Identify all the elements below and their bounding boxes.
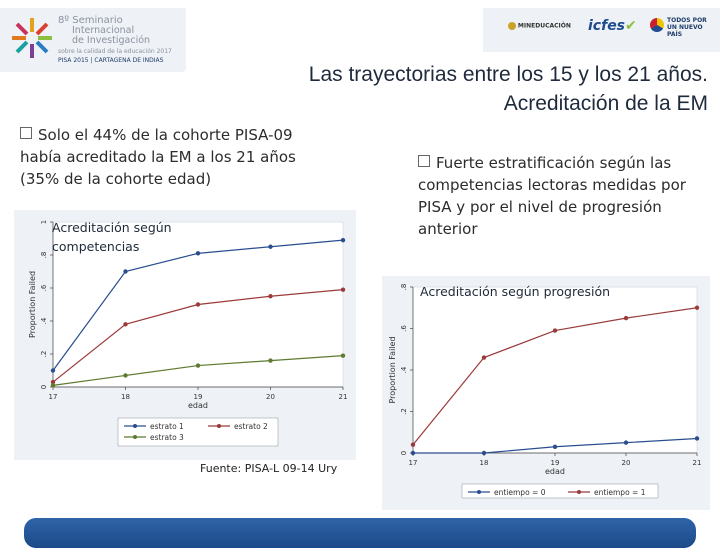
y-tick-label: .4 xyxy=(400,366,408,373)
seminar-starburst-icon xyxy=(12,18,52,58)
y-tick-label: .8 xyxy=(400,284,408,291)
x-axis-label: edad xyxy=(188,401,208,410)
x-tick-label: 20 xyxy=(266,393,275,401)
data-point xyxy=(340,353,346,358)
data-point xyxy=(623,440,629,445)
data-point xyxy=(552,328,558,333)
chart-competencias: 0 .2 .4 .6 .8 1 17 18 19 20 21 edad Proportion Faile… xyxy=(14,210,356,460)
y-tick-label: 1 xyxy=(40,220,48,224)
logo-line-2: Internacional xyxy=(72,25,135,36)
bullet-square-icon xyxy=(418,155,430,167)
logo-sub: PISA 2015 | CARTAGENA DE INDIAS xyxy=(58,57,164,64)
nuevo-pais-logo: TODOS POR UN NUEVO PAÍS xyxy=(650,16,716,46)
bullet-left: Solo el 44% de la cohorte PISA-09 había … xyxy=(20,124,320,190)
data-point xyxy=(694,305,700,310)
legend-marker xyxy=(133,435,137,439)
data-point xyxy=(50,383,56,388)
y-tick-label: 0 xyxy=(40,385,48,389)
mineducacion-logo: MINEDUCACIÓN xyxy=(508,22,578,38)
legend-marker xyxy=(133,424,137,428)
logo-line-4: sobre la calidad de la educación 2017 xyxy=(58,48,172,55)
data-point xyxy=(123,322,128,327)
data-point xyxy=(552,444,558,449)
legend-marker xyxy=(577,490,581,494)
data-point xyxy=(50,379,56,385)
legend-marker xyxy=(217,424,221,428)
source-note: Fuente: PISA-L 09-14 Ury xyxy=(200,462,338,475)
x-tick-label: 18 xyxy=(121,393,130,401)
data-point xyxy=(410,442,416,447)
y-tick-label: .8 xyxy=(40,252,48,259)
x-tick-label: 20 xyxy=(622,459,631,467)
data-point xyxy=(481,450,487,456)
header-partners-panel xyxy=(483,8,720,52)
nuevo-pais-icon xyxy=(650,18,664,32)
legend-label: estrato 3 xyxy=(150,433,184,442)
icfes-logo: icfes✔ xyxy=(588,18,637,34)
x-axis-label: edad xyxy=(545,467,565,476)
plot-area xyxy=(412,286,698,454)
data-point xyxy=(195,363,201,368)
legend-box xyxy=(461,483,659,499)
y-tick-label: .6 xyxy=(400,325,408,332)
check-icon: ✔ xyxy=(625,18,637,34)
data-point xyxy=(340,237,346,243)
legend-marker xyxy=(477,490,481,494)
slide-title-line-1: Las trayectorias entre los 15 y los 21 a… xyxy=(308,63,708,86)
bullet-right: Fuerte estratificación según las compete… xyxy=(418,152,708,240)
data-point xyxy=(481,355,487,360)
data-point xyxy=(623,315,629,321)
chart-right-label: Acreditación según progresión xyxy=(420,284,611,299)
data-point xyxy=(268,358,273,363)
chart-left-label: Acreditación según competencias xyxy=(52,220,172,254)
legend-label: entiempo = 1 xyxy=(594,488,646,497)
legend-box xyxy=(117,417,279,447)
data-point xyxy=(195,302,201,307)
bullet-right-text: Fuerte estratificación según las compete… xyxy=(418,154,686,238)
x-tick-label: 21 xyxy=(693,459,702,467)
data-point xyxy=(50,368,56,373)
data-point xyxy=(694,436,700,441)
x-tick-label: 19 xyxy=(194,393,203,401)
x-tick-label: 17 xyxy=(409,459,418,467)
y-tick-label: .6 xyxy=(40,284,48,291)
logo-line-3: de Investigación xyxy=(72,35,151,46)
y-axis-label: Proportion Failed xyxy=(388,336,397,403)
seminar-logo: 8º Seminario Internacional de Investigac… xyxy=(10,14,182,68)
legend-label: estrato 1 xyxy=(150,422,184,431)
y-tick-label: 0 xyxy=(400,451,408,455)
data-point xyxy=(123,269,128,274)
coat-of-arms-icon xyxy=(508,22,516,30)
y-tick-label: .2 xyxy=(40,351,48,358)
data-point xyxy=(410,450,416,456)
data-point xyxy=(123,373,128,378)
x-tick-label: 18 xyxy=(480,459,489,467)
footer-bar xyxy=(24,518,696,548)
chart-progresion: 0 .2 .4 .6 .8 17 18 19 20 21 edad Proportion Failed… xyxy=(382,276,710,510)
bullet-square-icon xyxy=(20,127,32,139)
logo-line-1: 8º Seminario xyxy=(58,15,123,26)
x-tick-label: 19 xyxy=(551,459,560,467)
data-point xyxy=(268,244,273,249)
x-tick-label: 17 xyxy=(49,393,58,401)
bullet-left-text: Solo el 44% de la cohorte PISA-09 había … xyxy=(20,126,296,188)
y-axis-label: Proportion Failed xyxy=(28,271,37,338)
data-point xyxy=(268,294,273,299)
y-tick-label: .4 xyxy=(40,317,48,324)
y-tick-label: .2 xyxy=(400,408,408,415)
legend-label: entiempo = 0 xyxy=(494,488,546,497)
slide-title-line-2: Acreditación de la EM xyxy=(503,92,708,115)
x-tick-label: 21 xyxy=(339,393,348,401)
data-point xyxy=(195,251,201,256)
data-point xyxy=(340,287,346,292)
legend-label: estrato 2 xyxy=(234,422,268,431)
